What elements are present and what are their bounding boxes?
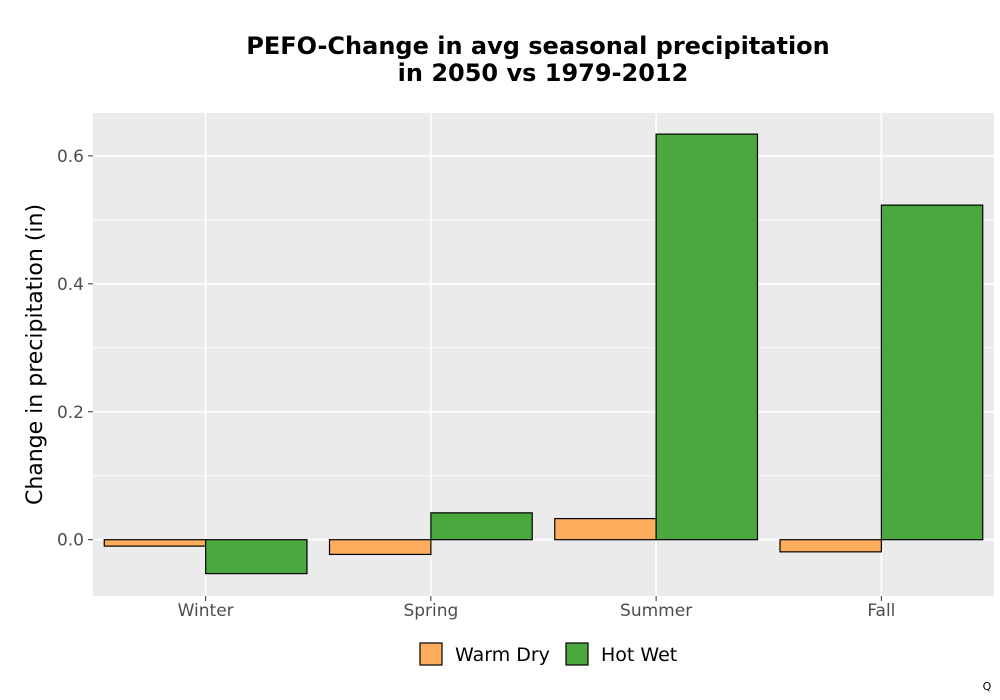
legend: Warm Dry Hot Wet bbox=[419, 642, 677, 666]
bar-warm-dry-spring bbox=[328, 539, 432, 556]
grid-minor-lines bbox=[93, 219, 994, 477]
y-axis-title: Change in precipitation (in) bbox=[23, 204, 48, 505]
plot-panel bbox=[93, 113, 994, 596]
chart-title-line-2: in 2050 vs 1979-2012 bbox=[398, 59, 689, 87]
x-tick-label: Winter bbox=[178, 601, 234, 621]
bar-hot-wet-spring bbox=[430, 512, 533, 541]
x-tick-label: Fall bbox=[867, 601, 895, 621]
chart-title-line-1: PEFO-Change in avg seasonal precipitatio… bbox=[246, 32, 830, 60]
x-axis: Winter Spring Summer Fall bbox=[178, 596, 895, 621]
bar-warm-dry-summer bbox=[554, 517, 657, 541]
x-tick-label: Summer bbox=[620, 601, 692, 621]
y-tick-label: 0.6 bbox=[57, 147, 84, 167]
legend-label-warm-dry: Warm Dry bbox=[455, 644, 550, 666]
y-tick-label: 0.0 bbox=[57, 531, 84, 551]
y-tick-label: 0.4 bbox=[57, 275, 84, 295]
chart-title: PEFO-Change in avg seasonal precipitatio… bbox=[246, 32, 830, 87]
bar-warm-dry-fall bbox=[779, 539, 882, 553]
bar-hot-wet-fall bbox=[880, 204, 984, 541]
legend-swatch-hot-wet bbox=[565, 642, 589, 666]
y-tick-label: 0.2 bbox=[57, 403, 84, 423]
bar-warm-dry-winter bbox=[103, 539, 207, 547]
bar-hot-wet-winter bbox=[205, 539, 308, 575]
corner-mark: Q bbox=[983, 680, 992, 693]
legend-swatch-warm-dry bbox=[419, 642, 443, 666]
legend-label-hot-wet: Hot Wet bbox=[601, 644, 677, 666]
y-axis: 0.0 0.2 0.4 0.6 bbox=[57, 147, 93, 551]
bars-group bbox=[103, 133, 984, 575]
x-tick-label: Spring bbox=[403, 601, 458, 621]
bar-hot-wet-summer bbox=[655, 133, 759, 541]
